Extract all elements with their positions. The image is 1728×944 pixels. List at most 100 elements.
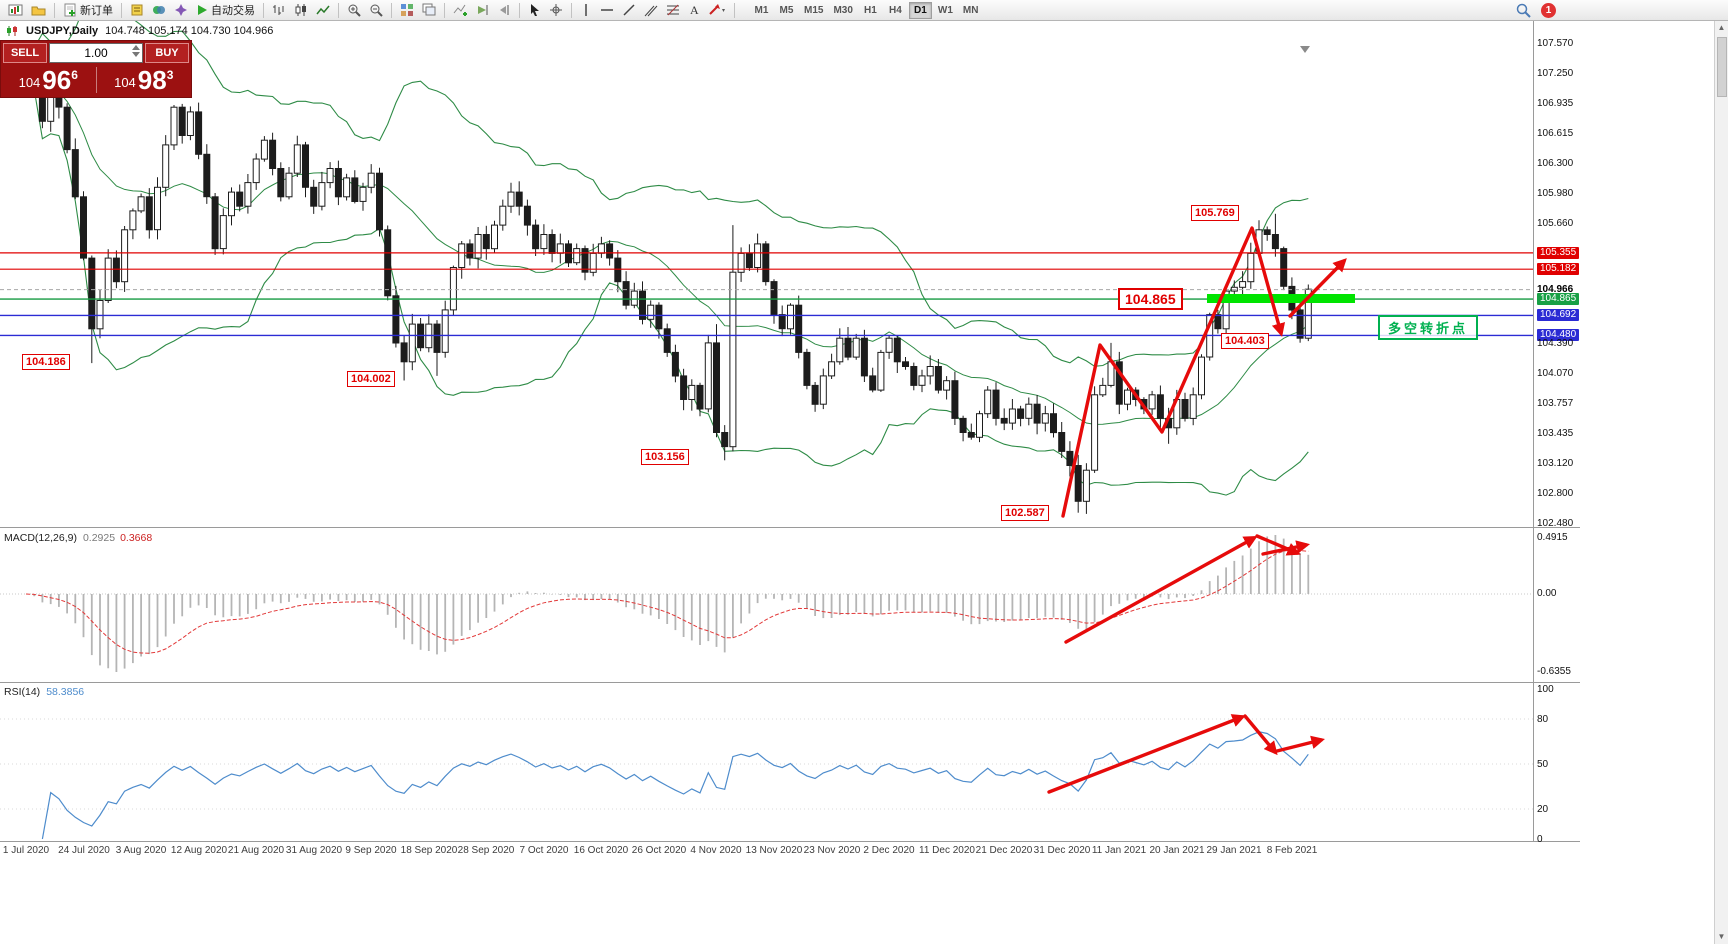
volume-value: 1.00 (84, 46, 108, 60)
date-axis-label: 7 Oct 2020 (519, 845, 569, 856)
sell-button[interactable]: SELL (3, 43, 47, 63)
date-axis-label: 24 Jul 2020 (58, 845, 110, 856)
profiles-button[interactable] (27, 1, 50, 19)
zone-price-label[interactable]: 104.865 (1118, 288, 1183, 310)
rsi-scale-label: 20 (1537, 804, 1549, 815)
scroll-down-icon[interactable]: ▼ (1717, 932, 1726, 941)
buy-price-display[interactable]: 104 98 3 (97, 63, 192, 97)
data-window-button[interactable] (148, 1, 170, 19)
vertical-line-icon[interactable] (576, 1, 596, 19)
price-annotation-label[interactable]: 104.403 (1221, 333, 1269, 349)
buy-price-figure: 104 (114, 75, 136, 90)
price-annotation-label[interactable]: 102.587 (1001, 505, 1049, 521)
main-chart-area[interactable] (0, 21, 1533, 527)
price-scale-label: 105.980 (1537, 188, 1574, 199)
price-scale-label: 106.935 (1537, 98, 1574, 109)
price-scale-label: 103.120 (1537, 458, 1574, 469)
channel-icon[interactable] (640, 1, 662, 19)
symbol-period-label: USDJPY,Daily (26, 25, 99, 37)
text-icon[interactable]: A (684, 1, 704, 19)
zoom-in-icon[interactable] (343, 1, 365, 19)
rsi-scale-label: 50 (1537, 759, 1549, 770)
bar-chart-type-icon[interactable] (268, 1, 290, 19)
search-icon[interactable] (1512, 1, 1535, 19)
volume-up-icon[interactable] (132, 45, 140, 50)
timeframe-button-m15[interactable]: M15 (804, 4, 824, 16)
one-click-trading-panel: SELL 1.00 BUY 104 96 6 104 98 3 (0, 40, 192, 98)
new-order-button[interactable]: 新订单 (59, 1, 117, 19)
sell-price-point: 6 (71, 68, 78, 82)
price-scale-label: 105.660 (1537, 218, 1574, 229)
macd-scale-label: -0.6355 (1537, 666, 1571, 677)
sell-price-figure: 104 (18, 75, 41, 90)
price-scale-label: 107.570 (1537, 38, 1574, 49)
chart-shift-icon[interactable] (493, 1, 515, 19)
indicators-icon[interactable] (449, 1, 471, 19)
horizontal-line-icon[interactable] (596, 1, 618, 19)
date-axis-label: 3 Aug 2020 (115, 845, 167, 856)
line-chart-type-icon[interactable] (312, 1, 334, 19)
volume-down-icon[interactable] (132, 52, 140, 57)
auto-scroll-icon[interactable] (471, 1, 493, 19)
date-axis-label: 20 Jan 2021 (1149, 845, 1205, 856)
date-axis-label: 2 Dec 2020 (863, 845, 915, 856)
zoom-out-icon[interactable] (365, 1, 387, 19)
buy-price-point: 3 (166, 68, 174, 82)
crosshair-icon[interactable] (545, 1, 567, 19)
notification-badge[interactable]: 1 (1541, 2, 1556, 18)
cursor-icon[interactable] (524, 1, 545, 19)
price-annotation-label[interactable]: 103.156 (641, 449, 689, 465)
timeframe-button-h4[interactable]: H4 (889, 4, 902, 16)
price-annotation-label[interactable]: 104.002 (347, 371, 395, 387)
vertical-scrollbar[interactable]: ▲ ▼ (1714, 21, 1728, 944)
timeframe-button-m1[interactable]: M1 (754, 4, 769, 16)
timeframe-button-m30[interactable]: M30 (833, 4, 853, 16)
turning-point-label[interactable]: 多空转折点 (1378, 315, 1479, 340)
date-axis-label: 8 Feb 2021 (1266, 845, 1318, 856)
price-scale-label: 103.757 (1537, 398, 1574, 409)
price-scale-label: 104.070 (1537, 368, 1574, 379)
toolbar-separator (444, 2, 445, 18)
candlestick-chart-type-icon[interactable] (290, 1, 312, 19)
sell-price-pips: 96 (42, 65, 72, 95)
tile-windows-icon[interactable] (396, 1, 418, 19)
price-scale-label: 105.355 (1537, 247, 1580, 259)
cascade-windows-icon[interactable] (418, 1, 440, 19)
rsi-label: RSI(14) 58.3856 (4, 686, 84, 698)
timeframe-button-h1[interactable]: H1 (864, 4, 877, 16)
scrollbar-thumb[interactable] (1716, 37, 1727, 97)
navigator-button[interactable] (170, 1, 192, 19)
date-axis-label: 4 Nov 2020 (690, 845, 742, 856)
volume-spinner[interactable] (132, 45, 140, 57)
rsi-scale-label: 100 (1537, 684, 1554, 695)
toolbar-separator (391, 2, 392, 18)
fibonacci-icon[interactable] (662, 1, 684, 19)
buy-button[interactable]: BUY (145, 43, 189, 63)
date-axis-label: 11 Dec 2020 (919, 845, 975, 856)
autotrading-button[interactable]: 自动交易 (192, 1, 259, 19)
timeframe-button-w1[interactable]: W1 (937, 4, 953, 16)
price-annotation-label[interactable]: 104.186 (22, 354, 70, 370)
toolbar-separator (734, 2, 735, 18)
timeframe-button-mn[interactable]: MN (962, 4, 979, 16)
rsi-panel[interactable] (0, 683, 1533, 841)
price-scale-label: 104.966 (1537, 284, 1574, 295)
toolbar-separator (338, 2, 339, 18)
toolbar-separator (519, 2, 520, 18)
timeframe-button-m5[interactable]: M5 (779, 4, 794, 16)
timeframe-button-d1[interactable]: D1 (908, 1, 932, 19)
macd-label: MACD(12,26,9) 0.2925 0.3668 (4, 532, 152, 544)
price-annotation-label[interactable]: 105.769 (1191, 205, 1239, 221)
trendline-icon[interactable] (618, 1, 640, 19)
buy-price-pips: 98 (137, 65, 167, 95)
volume-input[interactable]: 1.00 (49, 43, 143, 63)
arrow-objects-icon[interactable] (704, 1, 730, 19)
market-watch-button[interactable] (126, 1, 148, 19)
new-chart-button[interactable] (4, 1, 27, 19)
macd-panel[interactable] (0, 528, 1533, 682)
scroll-up-icon[interactable]: ▲ (1717, 23, 1726, 32)
toolbar: 新订单 自动交易 A M1 M5 M15 M30 H1 H4 D1 W1 MN (0, 0, 1728, 21)
sell-price-display[interactable]: 104 96 6 (1, 63, 96, 97)
rsi-value: 58.3856 (46, 686, 85, 698)
